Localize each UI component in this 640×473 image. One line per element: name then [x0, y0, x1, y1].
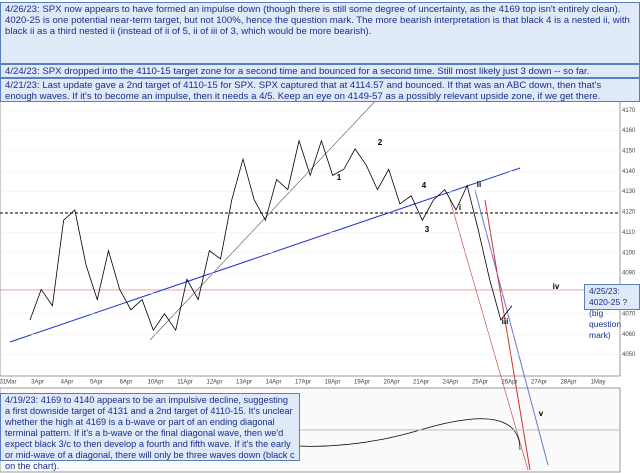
- y-tick-label: 4150: [622, 149, 636, 155]
- x-tick-label: 24Apr: [442, 380, 458, 386]
- y-tick-label: 4130: [622, 189, 636, 195]
- y-tick-label: 4120: [622, 210, 636, 216]
- price-line: [29, 139, 513, 332]
- x-tick-label: 17Apr: [295, 380, 311, 386]
- x-tick-label: 10Apr: [147, 380, 163, 386]
- x-tick-label: 6Apr: [120, 380, 133, 386]
- y-tick-label: 4170: [622, 108, 636, 114]
- annotation: 4/26/23: SPX now appears to have formed …: [0, 2, 640, 64]
- wave-label: iii: [502, 317, 509, 326]
- wave-label: iv: [553, 282, 560, 291]
- x-tick-label: 21Apr: [413, 380, 429, 386]
- y-tick-label: 4070: [622, 311, 636, 317]
- wave-label: v: [539, 409, 544, 418]
- x-tick-label: 5Apr: [90, 380, 103, 386]
- y-tick-label: 4100: [622, 250, 636, 256]
- x-tick-label: 19Apr: [354, 380, 370, 386]
- annotation: 4/24/23: SPX dropped into the 4110-15 ta…: [0, 64, 640, 78]
- channel-line: [474, 189, 549, 466]
- price-panel: [0, 95, 621, 377]
- channel-line: [484, 199, 531, 471]
- x-tick-label: 4Apr: [61, 380, 74, 386]
- x-tick-label: 3Apr: [31, 380, 44, 386]
- x-tick-label: 25Apr: [472, 380, 488, 386]
- x-tick-label: 26Apr: [501, 380, 517, 386]
- y-tick-label: 4160: [622, 128, 636, 134]
- wave-label: i: [459, 203, 461, 212]
- y-tick-label: 4090: [622, 271, 636, 277]
- y-tick-label: 4060: [622, 332, 636, 338]
- wave-label: 2: [378, 138, 383, 147]
- x-tick-label: 1May: [591, 380, 606, 386]
- x-tick-label: 20Apr: [383, 380, 399, 386]
- y-tick-label: 4050: [622, 352, 636, 358]
- annotation: 4/19/23: 4169 to 4140 appears to be an i…: [0, 393, 300, 471]
- wave-label: ii: [477, 180, 481, 189]
- x-tick-label: 13Apr: [236, 380, 252, 386]
- wave-label: 3: [425, 225, 430, 234]
- y-tick-label: 4110: [622, 230, 636, 236]
- x-tick-label: 12Apr: [206, 380, 222, 386]
- x-tick-label: 14Apr: [265, 380, 281, 386]
- annotation: 4/25/23: 4020-25 ? (big question mark): [584, 284, 640, 340]
- channel-line: [449, 199, 529, 471]
- trend-line-2: [149, 95, 381, 341]
- x-tick-label: 31Mar: [0, 380, 17, 386]
- x-tick-label: 27Apr: [531, 380, 547, 386]
- annotation-line: (big question mark): [589, 308, 622, 340]
- wave-label: 1: [337, 173, 342, 182]
- annotation: 4/21/23: Last update gave a 2nd target o…: [0, 78, 640, 102]
- x-tick-label: 11Apr: [177, 380, 193, 386]
- trend-line: [9, 167, 521, 343]
- x-tick-label: 28Apr: [560, 380, 576, 386]
- y-tick-label: 4140: [622, 169, 636, 175]
- x-tick-label: 18Apr: [324, 380, 340, 386]
- annotation-line: 4/25/23: 4020-25 ?: [589, 286, 628, 307]
- wave-label: 4: [422, 181, 427, 190]
